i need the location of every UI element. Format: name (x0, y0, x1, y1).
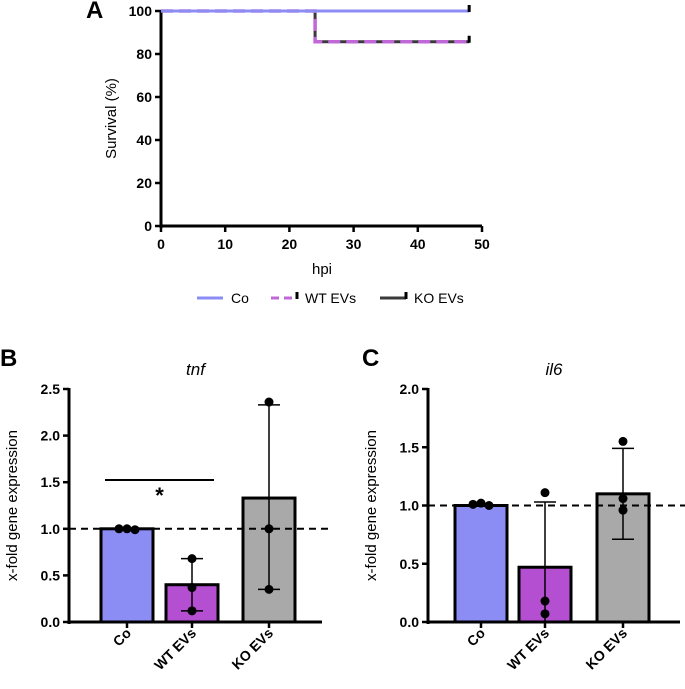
y-tick-label: 0.5 (400, 556, 420, 572)
chart-title: tnf (186, 360, 207, 379)
y-tick-label: 100 (129, 3, 153, 19)
x-tick-label: 40 (410, 236, 426, 252)
y-axis-label: x-fold gene expression (4, 430, 21, 581)
y-axis-label: Survival (%) (103, 78, 120, 159)
y-tick-label: 2.0 (400, 381, 420, 397)
x-category-label: KO EVs (228, 625, 276, 673)
x-tick-label: 0 (157, 236, 165, 252)
y-tick-label: 1.5 (41, 474, 61, 490)
x-category-label: KO EVs (582, 625, 630, 673)
data-point (187, 583, 197, 593)
y-axis-label: x-fold gene expression (363, 430, 380, 581)
data-point (540, 609, 550, 619)
y-tick-label: 60 (136, 89, 152, 105)
x-category-label: Co (110, 625, 135, 650)
y-tick-label: 0.5 (41, 567, 61, 583)
legend-co-label: Co (231, 290, 249, 306)
x-tick-label: 20 (282, 236, 298, 252)
bar-co (453, 504, 509, 624)
y-tick-label: 1.5 (400, 439, 420, 455)
data-point (187, 554, 197, 564)
panel-letter-c: C (362, 345, 379, 372)
data-point (618, 505, 628, 515)
tnf-bar-chart: 0.0 0.5 1.0 1.5 2.0 2.5 Co WT EVs KO EVs tnf x-fol… (4, 360, 328, 673)
legend-wt-evs-label: WT EVs (305, 290, 356, 306)
legend-ko-evs-label: KO EVs (414, 290, 464, 306)
data-point (122, 524, 132, 534)
x-tick-label: 10 (217, 236, 233, 252)
data-point (264, 584, 274, 594)
data-point (540, 596, 550, 606)
data-point (618, 494, 628, 504)
y-tick-label: 1.0 (400, 498, 420, 514)
data-point (187, 606, 197, 616)
panel-letter-b: B (0, 345, 17, 372)
y-tick-label: 1.0 (41, 521, 61, 537)
y-tick-label: 40 (136, 132, 152, 148)
y-tick-label: 0.0 (400, 614, 420, 630)
survival-chart: 0 20 40 60 80 100 0 10 20 30 40 50 hpi Survival (%) Co… (103, 3, 490, 306)
data-point (618, 436, 628, 446)
y-tick-label: 2.0 (41, 428, 61, 444)
y-tick-label: 80 (136, 46, 152, 62)
il6-bar-chart: 0.0 0.5 1.0 1.5 2.0 Co WT EVs KO EVs il6 x-fold g… (363, 360, 685, 673)
bar-co (99, 527, 155, 624)
y-tick-label: 0.0 (41, 614, 61, 630)
chart-title: il6 (545, 360, 563, 379)
x-tick-label: 30 (346, 236, 362, 252)
x-category-label: Co (464, 625, 489, 650)
y-tick-label: 0 (144, 218, 152, 234)
x-tick-label: 50 (474, 236, 490, 252)
x-axis-label: hpi (312, 261, 332, 278)
y-tick-label: 20 (136, 175, 152, 191)
data-point (468, 499, 478, 509)
data-point (264, 524, 274, 534)
significance-label: * (155, 483, 164, 508)
data-point (264, 397, 274, 407)
panel-letter-a: A (86, 0, 103, 24)
x-category-label: WT EVs (504, 625, 552, 673)
x-category-label: WT EVs (151, 625, 199, 673)
y-tick-label: 2.5 (41, 381, 61, 397)
data-point (540, 488, 550, 498)
